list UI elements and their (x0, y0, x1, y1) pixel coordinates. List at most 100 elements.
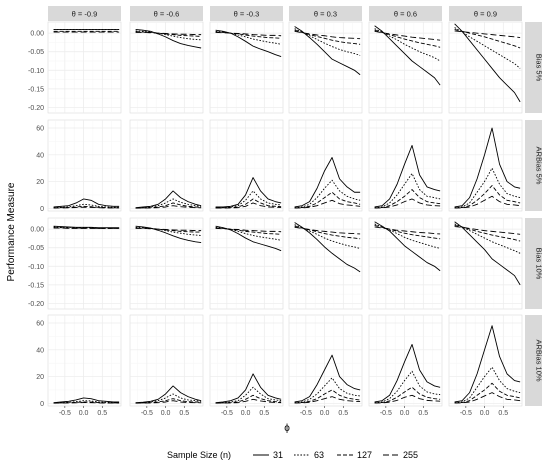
panel-r2-c0 (47, 217, 122, 310)
col-strip-3 (289, 6, 362, 21)
panel-r2-c1 (129, 217, 204, 310)
series-line-31 (215, 29, 282, 57)
x-axis-title: ϕ (284, 423, 290, 434)
series-line-31 (374, 343, 441, 403)
row-strip-label-2: Bias 10% (535, 248, 544, 280)
x-tick-label: -0.5 (380, 410, 392, 417)
series-line-255 (454, 30, 521, 39)
series-line-31 (454, 127, 521, 208)
series-line-255 (53, 402, 120, 404)
y-tick-label: -0.10 (28, 264, 44, 271)
series-line-31 (454, 23, 521, 103)
panel-r2-c2 (209, 217, 284, 310)
x-tick-labels: -0.5 0.0 0.5 -0.5 0.0 0.5 -0.5 0.0 0.5 -0.5 0.0 0.5… (59, 406, 508, 417)
panel-background (47, 119, 122, 212)
panel-r3-c3 (288, 314, 363, 407)
series-line-255 (374, 198, 441, 209)
series-line-255 (215, 202, 282, 209)
series-line-31 (215, 177, 282, 208)
x-tick-label: -0.5 (221, 410, 233, 417)
series-line-31 (294, 26, 361, 76)
series-line-255 (294, 226, 361, 235)
series-line-255 (215, 227, 282, 233)
column-strips: θ = -0.9 θ = -0.6 θ = -0.3 θ = 0.3 θ = 0.6 θ … (48, 6, 522, 21)
series-line-127 (294, 29, 361, 45)
series-line-127 (215, 31, 282, 39)
series-line-63 (454, 27, 521, 69)
panel-r3-c5 (448, 314, 523, 407)
panel-r3-c2 (209, 314, 284, 407)
x-tick-label: 0.5 (418, 410, 428, 417)
series-line-63 (135, 198, 202, 209)
x-tick-label: 0.0 (400, 410, 410, 417)
panel-background (368, 21, 443, 114)
col-strip-label-3: θ = 0.3 (314, 10, 337, 19)
panel-r0-c0 (47, 21, 122, 114)
series-line-127 (135, 227, 202, 233)
row-strip-2 (525, 218, 542, 309)
panel-r1-c0 (47, 119, 122, 212)
series-line-127 (294, 225, 361, 240)
col-strip-4 (369, 6, 442, 21)
x-tick-label: 0.5 (179, 410, 189, 417)
panel-r0-c1 (129, 21, 204, 114)
col-strip-label-2: θ = -0.3 (234, 10, 260, 19)
series-line-31 (135, 385, 202, 404)
panel-r3-c0 (47, 314, 122, 407)
panel-background (448, 21, 523, 114)
series-line-31 (53, 225, 120, 229)
panels-group (47, 21, 523, 407)
series-line-63 (454, 167, 521, 209)
series-line-63 (135, 393, 202, 404)
x-tick-label: 0.0 (241, 410, 251, 417)
panel-background (448, 217, 523, 310)
series-line-31 (454, 325, 521, 403)
series-line-31 (454, 221, 521, 286)
y-tick-label: 0 (40, 206, 44, 213)
row-strip-3 (525, 315, 542, 406)
panel-background (368, 217, 443, 310)
series-line-31 (215, 373, 282, 404)
x-tick-label: -0.5 (59, 410, 71, 417)
panel-r1-c4 (368, 119, 443, 212)
y-tick-label: 60 (36, 126, 44, 133)
row-strip-label-3: ARBias 10% (535, 339, 544, 381)
series-line-127 (294, 191, 361, 209)
col-strip-1 (130, 6, 203, 21)
panel-r0-c2 (209, 21, 284, 114)
y-tick-label: 40 (36, 347, 44, 354)
series-line-127 (374, 386, 441, 404)
panel-background (288, 314, 363, 407)
y-tick-label: 0 (40, 401, 44, 408)
y-tick-label: -0.10 (28, 68, 44, 75)
panel-r1-c5 (448, 119, 523, 212)
series-line-31 (135, 225, 202, 243)
panel-background (209, 217, 284, 310)
series-line-255 (294, 199, 361, 209)
panel-background (47, 217, 122, 310)
series-line-255 (215, 398, 282, 404)
x-tick-label: 0.0 (480, 410, 490, 417)
series-line-255 (215, 31, 282, 37)
x-tick-label: -0.5 (141, 410, 153, 417)
panel-background (129, 119, 204, 212)
x-tick-label: -0.5 (300, 410, 312, 417)
y-axis-title: Performance Measure (6, 182, 17, 281)
row-strips: Bias 5% ARBias 5% Bias 10% ARBias 10% (525, 22, 544, 406)
x-tick-label: 0.5 (338, 410, 348, 417)
y-tick-label: -0.05 (28, 49, 44, 56)
series-line-31 (374, 25, 441, 86)
legend-label-127: 127 (357, 450, 372, 460)
series-line-255 (454, 392, 521, 404)
series-line-255 (135, 227, 202, 232)
series-line-127 (454, 224, 521, 242)
row-strip-label-0: Bias 5% (535, 54, 544, 82)
series-line-31 (53, 397, 120, 404)
row-strip-label-1: ARBias 5% (535, 147, 544, 185)
series-line-31 (294, 354, 361, 403)
series-line-31 (294, 157, 361, 208)
legend-label-63: 63 (314, 450, 324, 460)
series-line-31 (374, 144, 441, 208)
series-line-127 (374, 224, 441, 240)
